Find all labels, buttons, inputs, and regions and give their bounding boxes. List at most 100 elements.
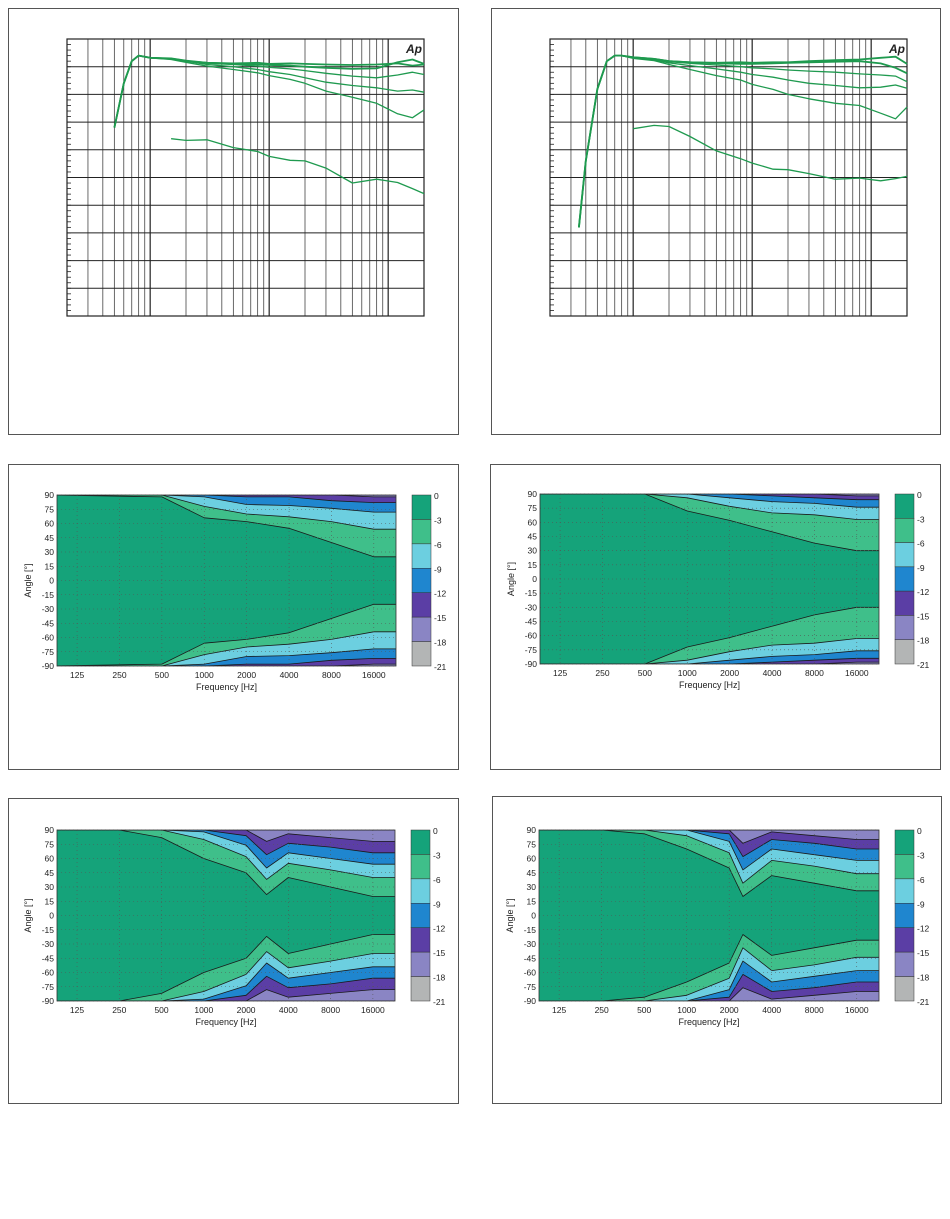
y-tick-label: 60 — [45, 854, 55, 864]
y-axis-label: Angle [°] — [23, 898, 33, 932]
contour-level-upper-m12 — [540, 494, 879, 501]
colorbar-swatch — [411, 519, 432, 545]
y-tick-label: -30 — [524, 939, 537, 949]
colorbar-label: -6 — [917, 539, 925, 549]
y-tick-label: 75 — [527, 839, 537, 849]
y-tick-label: -90 — [525, 659, 538, 669]
y-tick-label: 15 — [527, 896, 537, 906]
colorbar-swatch — [894, 903, 915, 928]
response-curve-6 — [171, 138, 425, 195]
x-tick-label: 4000 — [763, 668, 782, 678]
chart-svg: Ap — [549, 38, 908, 317]
frequency-response-chart-left: Ap — [8, 8, 459, 435]
colorbar-label: -21 — [434, 662, 447, 672]
y-tick-label: -30 — [42, 604, 55, 614]
x-axis-label: Frequency [Hz] — [195, 1017, 256, 1027]
colorbar-swatch — [410, 976, 431, 1002]
colorbar-swatch — [894, 590, 915, 616]
x-tick-label: 250 — [595, 1005, 609, 1015]
x-tick-label: 500 — [637, 1005, 651, 1015]
x-axis-label: Frequency [Hz] — [679, 680, 740, 690]
contour-level-lower-m9 — [540, 650, 879, 664]
frequency-response-chart-right: Ap — [491, 8, 941, 435]
x-tick-label: 125 — [553, 668, 567, 678]
colorbar-label: -18 — [433, 973, 446, 983]
colorbar-swatch — [894, 951, 915, 977]
x-tick-label: 16000 — [362, 670, 386, 680]
colorbar-swatch — [894, 927, 915, 953]
x-tick-label: 2000 — [237, 1005, 256, 1015]
y-tick-label: -75 — [525, 645, 538, 655]
colorbar-label: -21 — [917, 660, 930, 670]
x-axis-label: Frequency [Hz] — [196, 682, 257, 692]
colorbar-label: -3 — [434, 515, 442, 525]
y-axis-label: Angle [°] — [23, 563, 33, 597]
y-tick-label: 90 — [45, 490, 55, 500]
colorbar-swatch — [894, 976, 915, 1002]
y-tick-label: -75 — [42, 982, 55, 992]
x-tick-label: 8000 — [321, 1005, 340, 1015]
y-tick-label: -15 — [42, 925, 55, 935]
x-tick-label: 2000 — [720, 668, 739, 678]
colorbar-swatch — [410, 903, 431, 928]
colorbar-swatch — [894, 854, 915, 880]
x-tick-label: 250 — [112, 670, 126, 680]
y-tick-label: -75 — [42, 647, 55, 657]
y-tick-label: 30 — [45, 882, 55, 892]
x-tick-label: 250 — [595, 668, 609, 678]
y-tick-label: 60 — [528, 517, 538, 527]
contour-level-upper-m12 — [57, 495, 396, 503]
colorbar-swatch — [894, 542, 915, 568]
x-tick-label: 1000 — [677, 1005, 696, 1015]
contour-level-upper-m15 — [539, 830, 879, 844]
colorbar-label: -12 — [433, 924, 446, 934]
x-tick-label: 16000 — [845, 1005, 869, 1015]
colorbar-label: 0 — [433, 826, 438, 836]
ap-logo: Ap — [888, 42, 905, 56]
contour-level-upper-m9 — [540, 494, 879, 508]
x-axis-label: Frequency [Hz] — [678, 1017, 739, 1027]
contour-level-upper-m15 — [57, 830, 395, 842]
contour-level-lower-m15 — [539, 987, 879, 1001]
y-tick-label: 90 — [45, 825, 55, 835]
polar-map-bottom-left: 90 75 60 45 30 15 0 -15 -30 -45 -60 -75 -90 125 250 500… — [8, 798, 459, 1104]
y-tick-label: 45 — [45, 868, 55, 878]
colorbar-swatch — [411, 543, 432, 569]
colorbar-swatch — [894, 518, 915, 543]
plot-grid — [66, 38, 425, 317]
x-tick-label: 125 — [70, 1005, 84, 1015]
y-tick-label: -30 — [525, 602, 538, 612]
y-tick-label: 30 — [45, 547, 55, 557]
colorbar-label: -9 — [917, 563, 925, 573]
plot-frame — [56, 829, 396, 1002]
x-tick-label: 16000 — [845, 668, 869, 678]
plot-frame — [56, 494, 397, 667]
y-tick-label: 30 — [528, 546, 538, 556]
chart-svg: Ap — [66, 38, 425, 317]
colorbar-label: -3 — [917, 850, 925, 860]
polar-map-top-left: 90 75 60 45 30 15 0 -15 -30 -45 -60 -75 -90 125 250 500… — [8, 464, 459, 770]
colorbar-swatch — [410, 951, 431, 977]
colorbar-label: -12 — [917, 924, 930, 934]
y-tick-label: -45 — [525, 617, 538, 627]
y-tick-label: 45 — [527, 868, 537, 878]
colorbar-label: -12 — [434, 589, 447, 599]
y-tick-label: 75 — [45, 839, 55, 849]
colorbar-swatch — [410, 878, 431, 904]
contour-level-lower-m12 — [539, 974, 879, 1001]
plot-grid — [549, 38, 908, 317]
colorbar-swatch — [411, 616, 432, 642]
x-tick-label: 8000 — [805, 1005, 824, 1015]
colorbar-label: -9 — [917, 899, 925, 909]
x-tick-label: 16000 — [361, 1005, 385, 1015]
y-tick-label: -90 — [42, 661, 55, 671]
colorbar-swatch — [894, 566, 915, 592]
x-tick-label: 1000 — [678, 668, 697, 678]
y-tick-label: -60 — [42, 633, 55, 643]
y-tick-label: -30 — [42, 939, 55, 949]
colorbar-swatch — [411, 568, 432, 593]
x-tick-label: 125 — [552, 1005, 566, 1015]
y-tick-label: -45 — [524, 953, 537, 963]
